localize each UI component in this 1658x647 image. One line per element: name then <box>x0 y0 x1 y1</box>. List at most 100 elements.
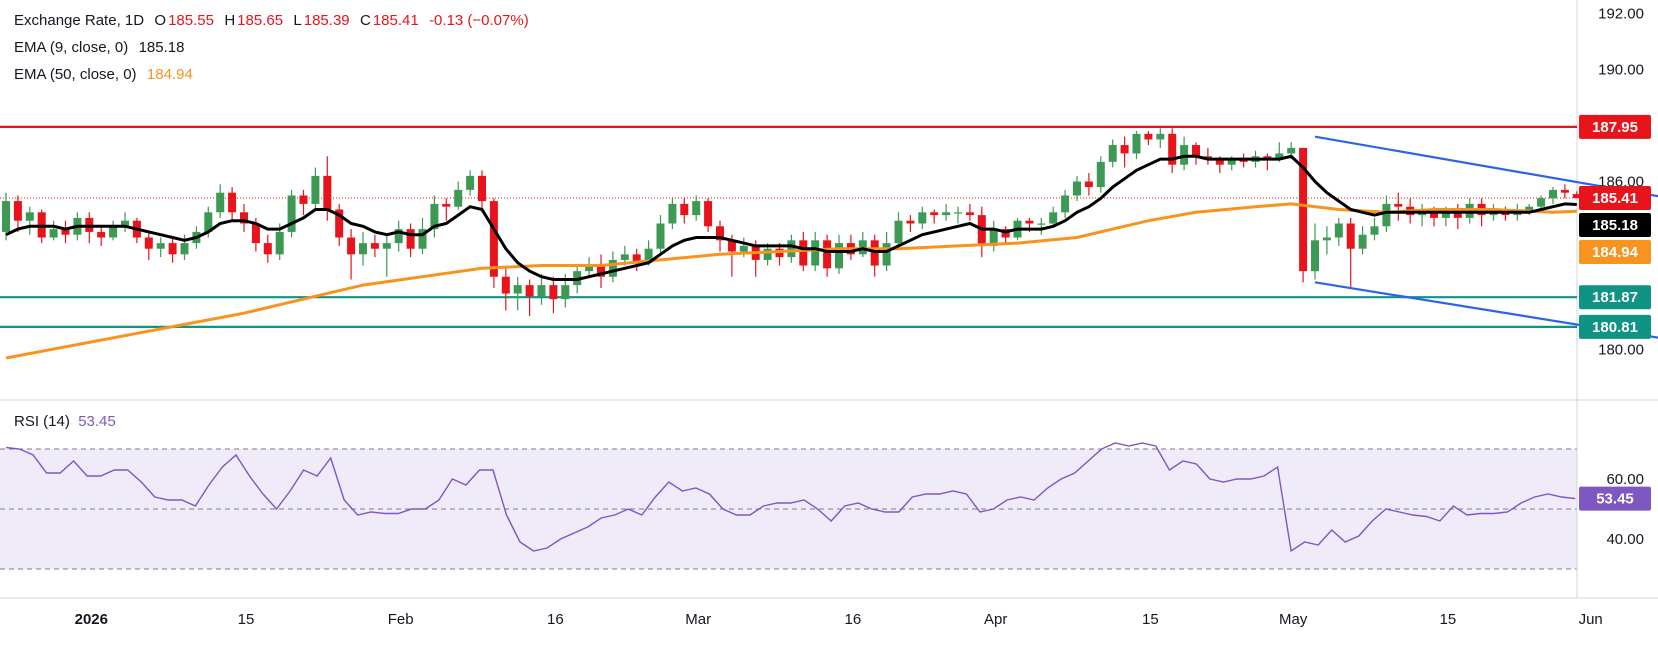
price-tick-label: 192.00 <box>1598 5 1644 22</box>
candle-body <box>989 229 998 246</box>
low-label: L <box>293 12 302 29</box>
candle-body <box>1144 133 1153 140</box>
time-tick-label: Jun <box>1579 611 1603 628</box>
candle-body <box>1156 133 1165 140</box>
candle-body <box>906 220 915 224</box>
symbol-title: Exchange Rate, 1D <box>14 12 145 29</box>
candle-body <box>930 212 939 216</box>
candle-body <box>1120 145 1129 154</box>
ema50-value: 184.94 <box>146 66 193 83</box>
candle-body <box>1037 223 1046 225</box>
time-tick-label: 2026 <box>75 611 108 628</box>
candle-body <box>144 237 153 249</box>
candle-body <box>537 285 546 297</box>
candle-body <box>942 212 951 216</box>
candle-body <box>954 212 962 214</box>
candle-body <box>121 220 129 227</box>
price-label-support: 181.87 <box>1579 285 1651 310</box>
candle-body <box>1299 147 1308 272</box>
candle-body <box>632 254 641 263</box>
candle-body <box>263 243 272 255</box>
candle-body <box>1275 153 1284 160</box>
svg-text:181.87: 181.87 <box>1592 289 1638 306</box>
price-label-resistance: 187.95 <box>1579 114 1651 139</box>
candle-body <box>823 240 832 269</box>
rsi-value-label: 53.45 <box>1579 486 1651 511</box>
candle-body <box>442 203 451 207</box>
candle-body <box>763 248 772 260</box>
candle-body <box>680 203 689 216</box>
time-tick-label: Mar <box>685 611 711 628</box>
candle-body <box>251 223 260 244</box>
candle-body <box>466 175 475 190</box>
rsi-tick-label: 60.00 <box>1606 471 1644 488</box>
candle-body <box>1132 133 1141 154</box>
candle-body <box>228 192 237 213</box>
ema9-label: EMA (9, close, 0) <box>14 39 129 56</box>
candle-body <box>1525 206 1534 213</box>
svg-text:185.41: 185.41 <box>1592 190 1638 207</box>
svg-text:187.95: 187.95 <box>1592 119 1638 136</box>
candle-body <box>489 201 498 277</box>
candle-body <box>1049 212 1058 224</box>
ema9-line <box>5 154 1577 281</box>
candle-body <box>644 248 653 263</box>
candle-body <box>1025 220 1034 224</box>
candle-body <box>1192 145 1200 157</box>
candle-body <box>382 243 391 249</box>
candle-body <box>1108 145 1117 162</box>
candle-body <box>204 212 213 232</box>
candle-body <box>739 245 748 252</box>
candle-body <box>335 209 344 238</box>
svg-text:53.45: 53.45 <box>1596 491 1634 508</box>
candle-body <box>370 243 379 249</box>
candle-body <box>716 226 724 241</box>
candle-body <box>1358 234 1367 249</box>
candle-body <box>918 212 927 224</box>
candle-body <box>656 223 665 249</box>
ohlc-legend: Exchange Rate, 1D O 185.55 H 185.65 L 185.3… <box>14 12 531 29</box>
time-tick-label: 16 <box>547 611 564 628</box>
candle-body <box>835 243 843 269</box>
candle-body <box>97 231 106 238</box>
candle-body <box>1215 159 1224 165</box>
candle-body <box>811 240 820 266</box>
candle-body <box>1560 189 1569 193</box>
candle-body <box>727 240 736 252</box>
candle-body <box>1453 212 1462 218</box>
time-tick-label: 15 <box>238 611 255 628</box>
close-value: 185.41 <box>372 12 419 29</box>
candle-body <box>168 243 177 255</box>
time-tick-label: 15 <box>1440 611 1457 628</box>
candle-body <box>692 201 701 216</box>
candle-body <box>668 203 677 224</box>
candle-body <box>1073 181 1081 196</box>
ema50-legend: EMA (50, close, 0) 184.94 <box>14 66 195 83</box>
candle-body <box>299 195 308 204</box>
change-value: -0.13 (−0.07%) <box>429 12 529 29</box>
ema9-legend: EMA (9, close, 0) 185.18 <box>14 39 186 56</box>
ema-lines <box>5 154 1577 360</box>
candle-body <box>430 203 439 230</box>
svg-text:184.94: 184.94 <box>1592 244 1639 261</box>
candle-body <box>25 212 34 221</box>
candle-body <box>216 192 225 213</box>
candle-body <box>49 229 58 238</box>
candle-body <box>275 231 284 255</box>
candle-body <box>180 243 189 255</box>
candle-body <box>240 212 248 224</box>
candle-body <box>1227 159 1236 165</box>
price-label-support: 180.81 <box>1579 314 1651 339</box>
horizontal-levels <box>0 125 1577 328</box>
candle-body <box>406 229 415 249</box>
candle-body <box>1084 181 1093 188</box>
rsi-label: RSI (14) <box>14 413 70 430</box>
price-label-ema9: 185.18 <box>1579 213 1651 238</box>
channel-lower-line <box>1314 281 1658 339</box>
candle-body <box>1168 133 1177 165</box>
rsi-legend: RSI (14) 53.45 <box>14 413 116 430</box>
candle-body <box>478 175 486 202</box>
price-tick-label: 190.00 <box>1598 61 1644 78</box>
